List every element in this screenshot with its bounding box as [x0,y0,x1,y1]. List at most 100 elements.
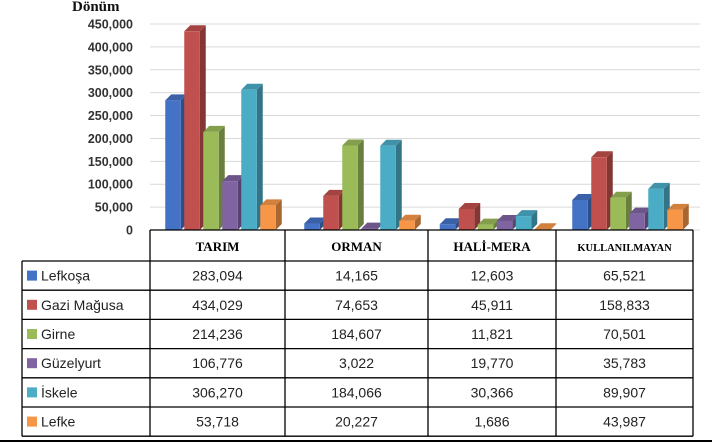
bar-side [550,223,557,230]
table-cell-value: 53,718 [196,414,239,430]
y-tick-label: 300,000 [88,86,133,100]
bar [304,217,326,230]
bar-side [256,83,263,230]
bar-top [496,214,519,221]
bar [458,202,481,230]
table-cell-value: 14,165 [335,268,378,284]
legend-swatch [27,329,37,339]
table-cell-value: 35,783 [603,355,646,371]
y-axis-ticks: 0 50,000 100,000 150,000 200,000 250,000 300,0… [88,18,133,238]
bar-front [591,157,607,230]
table-cell-value: 283,094 [192,268,243,284]
bar-top [458,202,481,209]
bar [323,189,345,230]
bar [380,139,402,230]
table-cell-value: 19,770 [471,355,514,371]
bar [648,182,670,230]
bar-side [531,210,538,230]
bar-top [323,189,345,196]
series-name: Gazi Mağusa [41,297,124,313]
bar [496,214,519,230]
bar [203,125,225,230]
category-label: ORMAN [331,239,382,254]
bar [361,222,383,230]
bar-front [342,145,358,230]
table-cell-value: 214,236 [192,326,243,342]
bar-front [361,228,377,230]
bar [222,175,244,230]
bar-front [304,223,320,230]
y-tick-label: 100,000 [88,178,133,192]
bar-front [165,100,181,231]
bar-front [260,205,276,230]
legend-swatch [27,416,37,427]
table-cell-value: 43,987 [603,414,646,430]
series-name: İskele [41,383,78,400]
bar-top [260,199,282,206]
table-cell-value: 65,521 [603,268,646,284]
table-cell-value: 184,066 [331,384,382,400]
bar [439,218,462,230]
legend-swatch [27,270,37,281]
bar-top [222,175,244,182]
series-name: Lefkoşa [41,268,90,284]
bar-front [399,220,415,230]
table-cell-value: 106,776 [192,355,243,371]
bar [629,207,651,230]
bar-top [610,191,632,198]
bar [591,151,613,230]
bar-top [304,217,326,224]
y-tick-label: 150,000 [88,155,133,169]
table-cell-value: 20,227 [335,414,378,430]
y-axis-label: Dönüm [72,0,120,15]
bar-front [477,224,494,230]
bar-top [572,194,594,201]
y-tick-label: 50,000 [95,201,133,215]
table-cell-value: 74,653 [335,297,378,313]
bar-front [222,181,238,230]
series-name: Girne [41,326,75,342]
bar-front [496,220,513,230]
y-tick-label: 400,000 [88,40,133,54]
bar-front [241,89,257,230]
legend-swatch [27,387,37,398]
bar [667,203,689,230]
bar [165,94,187,231]
bar [399,214,421,230]
bar-top [165,94,187,101]
y-tick-label: 200,000 [88,132,133,146]
bar [184,25,206,230]
bar-top [439,218,462,225]
table-cell-value: 11,821 [471,326,513,342]
bar-top [342,139,364,146]
y-tick-label: 0 [126,224,133,238]
bar-top [203,125,225,132]
y-tick-label: 450,000 [88,18,133,32]
bar-side [682,203,689,230]
table-cell-value: 3,022 [339,355,374,371]
bar-front [610,197,626,230]
bar-side [275,199,282,230]
bar-top [515,210,538,217]
bar-front [667,209,683,230]
bar-top [399,214,421,221]
bar [610,191,632,230]
bar [241,83,263,230]
table-cell-value: 184,607 [331,326,382,342]
category-label: HALİ-MERA [453,239,531,254]
legend-swatch [27,358,37,369]
bar-side [357,139,364,230]
legend-swatch [27,299,37,310]
bar-front [515,216,532,230]
bar [534,223,557,230]
bars [165,25,689,231]
bar-top [534,223,557,230]
bar-side [414,214,421,230]
data-table: TARIM ORMAN HALİ-MERA KULLANILMAYAN Lefkoşa 2… [0,229,712,442]
bar [572,194,594,230]
bar-top [241,83,263,90]
table-cell-value: 45,911 [471,297,513,313]
y-tick-label: 250,000 [88,109,133,123]
